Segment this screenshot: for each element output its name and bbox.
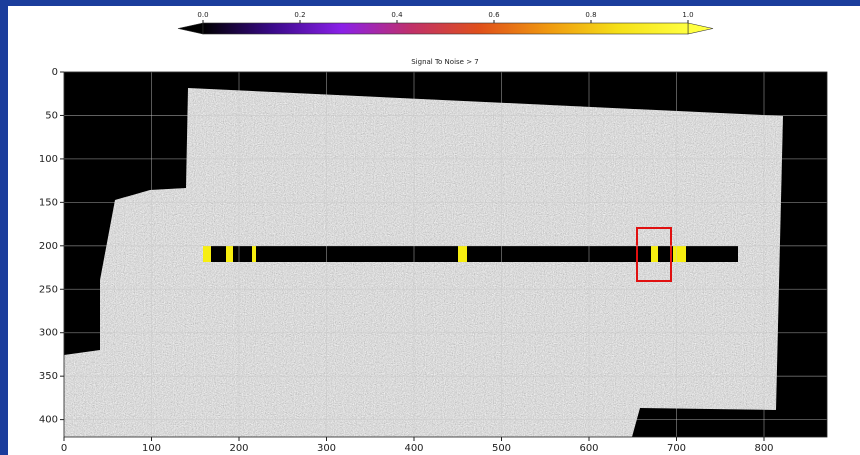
colorbar-body <box>203 23 688 34</box>
x-tick-label: 300 <box>317 443 336 454</box>
highlight <box>673 246 686 262</box>
y-tick-label: 200 <box>39 241 58 252</box>
x-tick-label: 0 <box>61 443 67 454</box>
x-tick-label: 400 <box>404 443 423 454</box>
window-frame-top <box>0 0 860 6</box>
x-tick-label: 100 <box>142 443 161 454</box>
highlight <box>651 246 658 262</box>
x-tick-label: 500 <box>492 443 511 454</box>
window-frame-left <box>0 0 8 455</box>
y-tick-label: 0 <box>52 67 58 78</box>
colorbar-tick-label: 0.8 <box>585 11 596 19</box>
screenshot: 0.0 0.2 0.4 0.6 0.8 1.0 Signal To Noise > 7 0… <box>0 0 860 455</box>
y-tick-label: 50 <box>45 110 58 121</box>
x-tick-label: 200 <box>229 443 248 454</box>
y-tick-label: 350 <box>39 371 58 382</box>
highlight <box>458 246 467 262</box>
colorbar: 0.0 0.2 0.4 0.6 0.8 1.0 <box>178 11 713 34</box>
colorbar-tick-label: 0.6 <box>488 11 500 19</box>
x-tick-label: 600 <box>579 443 598 454</box>
colorbar-tick-label: 0.2 <box>294 11 305 19</box>
x-tick-label: 800 <box>754 443 773 454</box>
highlight <box>226 246 233 262</box>
y-tick-label: 150 <box>39 197 58 208</box>
x-tick-label: 700 <box>667 443 686 454</box>
highlight <box>252 246 256 262</box>
colorbar-tick-label: 0.4 <box>391 11 403 19</box>
highlight <box>203 246 211 262</box>
y-tick-label: 300 <box>39 328 58 339</box>
y-tick-label: 250 <box>39 284 58 295</box>
y-tick-label: 400 <box>39 415 58 426</box>
colorbar-extend-high <box>688 23 713 34</box>
colorbar-tick-label: 1.0 <box>682 11 693 19</box>
colorbar-extend-low <box>178 23 203 34</box>
colorbar-tick-label: 0.0 <box>197 11 208 19</box>
y-tick-label: 100 <box>39 154 58 165</box>
chart-title: Signal To Noise > 7 <box>411 58 479 66</box>
